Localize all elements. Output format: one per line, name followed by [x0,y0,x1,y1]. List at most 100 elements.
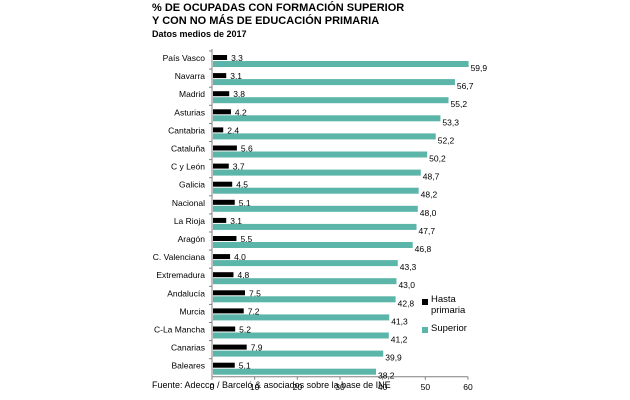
category-label: Nacional [172,198,205,208]
data-label-hasta-primaria: 3,1 [230,71,242,81]
bar-superior [213,79,455,86]
bar-hasta-primaria [213,308,244,314]
category-label: Andalucía [167,288,205,298]
data-label-hasta-primaria: 3,1 [230,216,242,226]
bar-superior [213,133,436,140]
data-label-hasta-primaria: 5,2 [239,325,251,335]
data-label-hasta-primaria: 5,6 [241,144,253,154]
category-label: Madrid [179,89,205,99]
bar-superior [213,350,384,357]
category-label: Cantabria [168,125,205,135]
category-label: Asturias [174,107,205,117]
bar-hasta-primaria [213,217,227,223]
category-label: Murcia [179,306,205,316]
legend-label-superior: Superior [431,323,467,334]
data-label-superior: 41,3 [391,316,408,326]
legend-swatch-hasta-primaria [422,299,428,305]
bar-hasta-primaria [213,145,237,151]
data-label-hasta-primaria: 3,8 [233,89,245,99]
category-label: País Vasco [163,53,206,63]
category-label: C-La Mancha [154,325,205,335]
bar-superior [213,278,397,285]
category-label: Extremadura [156,270,205,280]
data-label-hasta-primaria: 7,5 [249,288,261,298]
bar-hasta-primaria [213,109,231,115]
x-tick-label: 40 [378,382,388,392]
bar-hasta-primaria [213,127,224,133]
bar-superior [213,187,419,194]
bar-superior [213,260,398,267]
legend-label-hasta-primaria-2: primaria [431,305,466,316]
data-label-superior: 56,7 [457,81,474,91]
data-label-hasta-primaria: 2,4 [227,125,239,135]
bar-hasta-primaria [213,236,237,241]
data-label-superior: 43,0 [398,280,415,290]
category-label: Canarias [171,343,205,353]
legend-swatch-superior [422,327,428,333]
data-label-superior: 47,7 [419,226,436,236]
category-label: Aragón [178,234,206,244]
data-label-hasta-primaria: 4,0 [234,252,246,262]
x-tick-label: 20 [293,382,303,392]
data-label-superior: 48,0 [420,208,437,218]
category-label: Baleares [171,361,205,371]
bar-hasta-primaria [213,199,235,205]
bar-superior [213,368,376,375]
chart-title-line-1: % DE OCUPADAS CON FORMACIÓN SUPERIOR [152,2,405,14]
data-label-superior: 53,3 [442,117,459,127]
x-tick-label: 50 [421,382,431,392]
data-label-hasta-primaria: 4,8 [237,270,249,280]
category-label: Galicia [179,180,205,190]
x-tick-label: 0 [210,382,215,392]
data-label-superior: 38,2 [378,371,395,381]
chart-subtitle: Datos medios de 2017 [152,29,247,39]
category-label: La Rioja [174,216,205,226]
bar-superior [213,169,421,176]
x-tick-label: 60 [463,382,473,392]
data-label-superior: 55,2 [451,99,468,109]
data-label-superior: 46,8 [415,244,432,254]
bar-superior [213,296,396,303]
x-tick-label: 30 [335,382,345,392]
bar-superior [213,314,390,321]
data-label-superior: 59,9 [471,63,488,73]
bar-hasta-primaria [213,272,234,278]
category-label: C y León [171,162,205,172]
bar-hasta-primaria [213,181,233,187]
data-label-hasta-primaria: 7,9 [251,343,263,353]
bar-superior [213,242,413,248]
data-label-superior: 48,2 [421,190,438,200]
data-label-hasta-primaria: 7,2 [248,306,260,316]
data-label-hasta-primaria: 5,5 [240,234,252,244]
category-label: Cataluña [171,144,205,154]
category-label: Navarra [175,71,206,81]
bar-hasta-primaria [213,55,228,60]
data-label-hasta-primaria: 3,7 [233,162,245,172]
data-label-superior: 48,7 [423,172,440,182]
bar-hasta-primaria [213,326,236,332]
bar-hasta-primaria [213,91,230,97]
x-tick-label: 10 [250,382,260,392]
category-label: C. Valenciana [153,252,206,262]
data-label-superior: 39,9 [385,353,402,363]
data-label-superior: 52,2 [438,135,455,145]
bar-superior [213,205,418,212]
data-label-hasta-primaria: 3,3 [231,53,243,63]
data-label-hasta-primaria: 5,1 [239,361,251,371]
data-label-superior: 50,2 [429,154,446,164]
chart-title-line-2: Y CON NO MÁS DE EDUCACIÓN PRIMARIA [152,15,380,27]
bar-hasta-primaria [213,163,229,169]
bar-superior [213,223,417,230]
bar-superior [213,115,441,122]
bar-superior [213,332,389,339]
data-label-superior: 43,3 [400,262,417,272]
bar-hasta-primaria [213,362,235,368]
data-label-superior: 42,8 [398,298,415,308]
legend-label-hasta-primaria-1: Hasta [431,294,456,305]
chart-source-note: Fuente: Adecco / Barceló & asociados sob… [152,380,391,390]
bar-superior [213,61,469,67]
bar-hasta-primaria [213,73,227,79]
bar-superior [213,97,449,104]
